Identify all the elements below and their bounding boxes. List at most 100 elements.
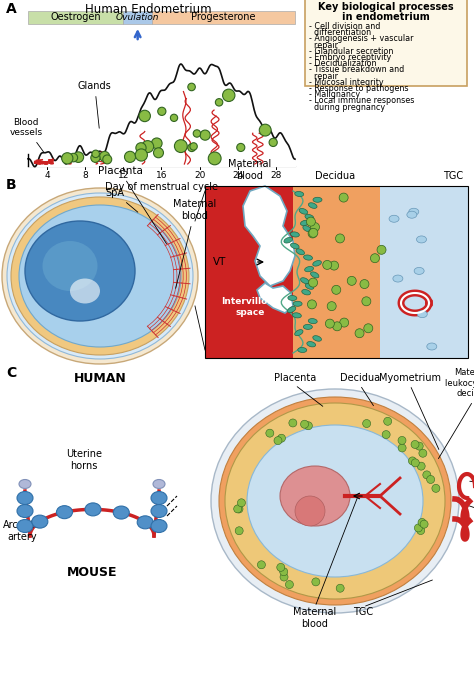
Circle shape — [215, 99, 223, 106]
Circle shape — [417, 527, 425, 535]
Ellipse shape — [291, 243, 299, 248]
Ellipse shape — [288, 306, 296, 313]
Ellipse shape — [414, 267, 424, 274]
Text: Human Endometrium: Human Endometrium — [85, 3, 211, 16]
Ellipse shape — [151, 491, 167, 505]
Ellipse shape — [11, 197, 189, 355]
Circle shape — [135, 149, 147, 161]
Circle shape — [266, 429, 274, 437]
Circle shape — [73, 152, 83, 162]
Text: Arcuate
artery: Arcuate artery — [3, 520, 41, 541]
Circle shape — [339, 193, 348, 202]
Circle shape — [136, 143, 146, 153]
Circle shape — [304, 422, 312, 429]
Circle shape — [280, 568, 288, 576]
Circle shape — [383, 418, 392, 425]
Ellipse shape — [407, 211, 417, 219]
Text: A: A — [6, 2, 17, 16]
Text: - Cell division and: - Cell division and — [309, 22, 380, 31]
Ellipse shape — [308, 319, 317, 324]
Circle shape — [377, 245, 386, 254]
Ellipse shape — [291, 232, 299, 237]
Ellipse shape — [225, 403, 445, 599]
Ellipse shape — [313, 197, 322, 203]
Text: differentiation: differentiation — [309, 29, 371, 37]
Circle shape — [362, 296, 371, 306]
Text: - Malignancy: - Malignancy — [309, 90, 360, 100]
Ellipse shape — [295, 330, 303, 335]
Ellipse shape — [309, 203, 317, 208]
Text: Key biological processes: Key biological processes — [318, 2, 454, 12]
Text: MOUSE: MOUSE — [67, 567, 117, 580]
Text: Maternal
blood: Maternal blood — [293, 607, 337, 628]
Text: C: C — [6, 366, 16, 380]
Circle shape — [312, 578, 320, 586]
Text: ENDT: ENDT — [473, 268, 474, 278]
Ellipse shape — [19, 480, 31, 489]
Ellipse shape — [151, 519, 167, 532]
Circle shape — [237, 143, 245, 152]
Circle shape — [280, 573, 288, 581]
Circle shape — [336, 234, 345, 243]
Circle shape — [364, 324, 373, 333]
Circle shape — [336, 584, 344, 592]
Text: 28: 28 — [270, 171, 282, 180]
Text: during pregnancy: during pregnancy — [309, 102, 385, 111]
Bar — [305, 0, 467, 86]
Text: Uterine
horns: Uterine horns — [66, 450, 102, 471]
Circle shape — [411, 441, 419, 448]
Circle shape — [200, 130, 210, 140]
Text: - Response to pathogens: - Response to pathogens — [309, 84, 409, 93]
Text: - Glandular secretion: - Glandular secretion — [309, 47, 393, 56]
Ellipse shape — [301, 278, 309, 284]
Circle shape — [432, 484, 440, 492]
Text: Intervillous
space: Intervillous space — [221, 297, 279, 317]
Circle shape — [158, 107, 166, 116]
Ellipse shape — [85, 503, 101, 516]
Ellipse shape — [305, 267, 313, 271]
Text: 20: 20 — [194, 171, 205, 180]
Text: - Angiogenesis + vascular: - Angiogenesis + vascular — [309, 34, 413, 43]
Circle shape — [310, 223, 319, 232]
Text: - Tissue breakdown and: - Tissue breakdown and — [309, 65, 404, 74]
Ellipse shape — [296, 248, 304, 255]
Circle shape — [427, 475, 435, 484]
Ellipse shape — [137, 516, 153, 529]
Text: HUMAN: HUMAN — [73, 372, 127, 384]
Text: 4: 4 — [44, 171, 50, 180]
Text: - Local immune responses: - Local immune responses — [309, 97, 414, 105]
Circle shape — [208, 152, 221, 165]
Ellipse shape — [25, 221, 135, 321]
Circle shape — [151, 138, 162, 149]
Text: EVT: EVT — [473, 233, 474, 243]
Ellipse shape — [151, 505, 167, 518]
Polygon shape — [257, 283, 293, 313]
Ellipse shape — [284, 237, 292, 243]
Text: repair: repair — [309, 40, 338, 49]
Circle shape — [414, 524, 422, 532]
Bar — [380, 186, 468, 358]
Ellipse shape — [247, 425, 423, 577]
Ellipse shape — [303, 226, 311, 232]
Circle shape — [308, 300, 317, 309]
Circle shape — [347, 276, 356, 285]
Ellipse shape — [299, 209, 308, 214]
Text: Glands: Glands — [78, 81, 111, 128]
Text: Ovulation: Ovulation — [116, 13, 159, 22]
Ellipse shape — [219, 397, 451, 605]
Bar — [28, 11, 123, 24]
Text: Progesterone: Progesterone — [191, 13, 256, 22]
Circle shape — [139, 110, 150, 122]
Ellipse shape — [389, 215, 399, 222]
Circle shape — [325, 319, 334, 328]
Circle shape — [235, 527, 243, 535]
Text: 16: 16 — [156, 171, 167, 180]
Ellipse shape — [393, 275, 403, 282]
Circle shape — [327, 301, 336, 310]
Ellipse shape — [70, 278, 100, 303]
Circle shape — [170, 114, 178, 122]
Circle shape — [363, 420, 371, 427]
Circle shape — [415, 442, 423, 450]
Ellipse shape — [298, 347, 307, 352]
Text: Day of menstrual cycle: Day of menstrual cycle — [105, 182, 218, 192]
